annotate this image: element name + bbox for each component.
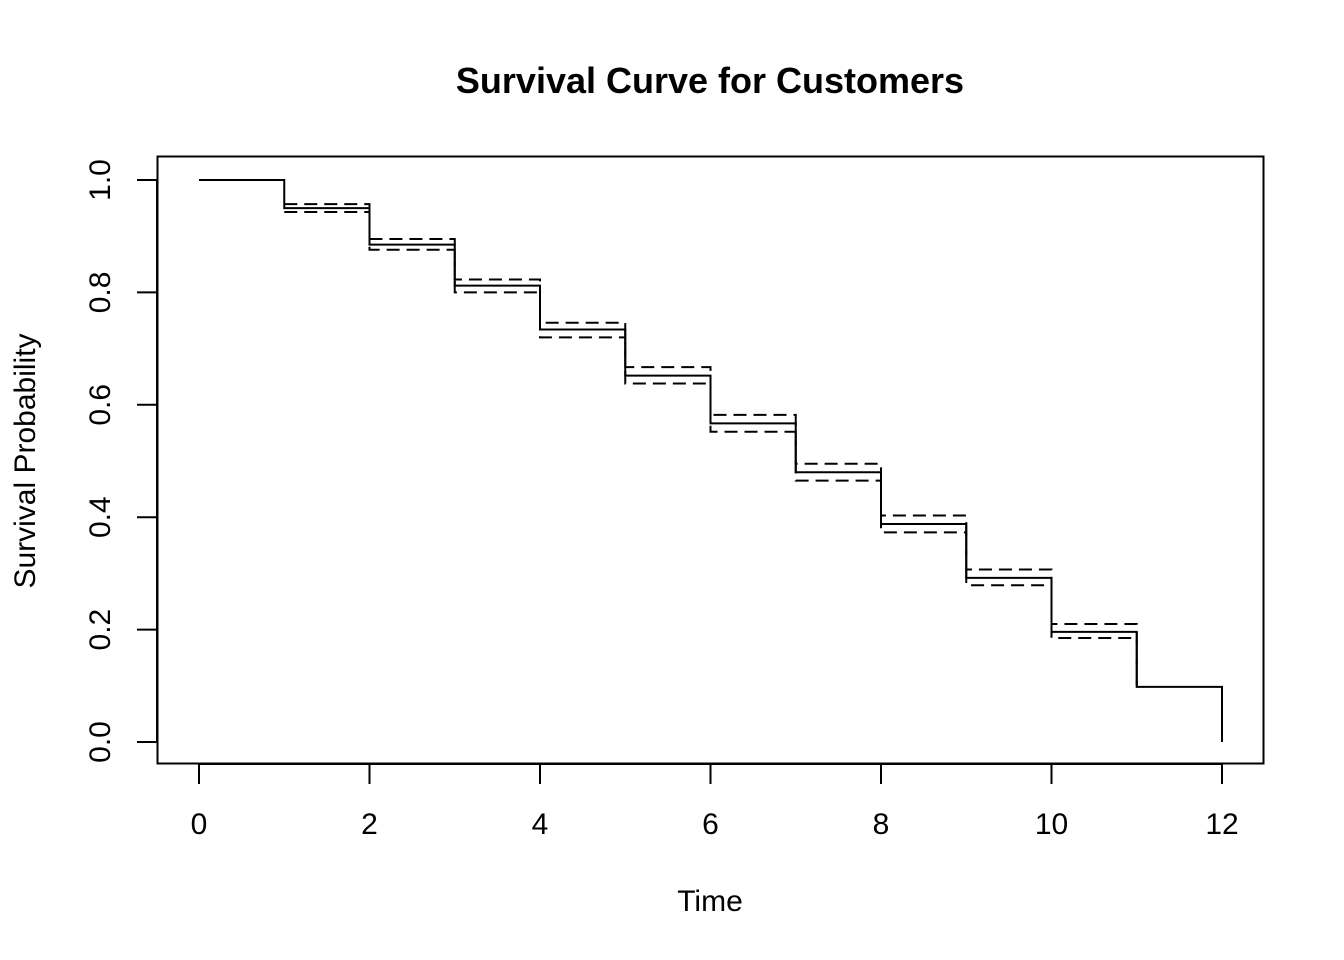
x-axis-label: Time <box>677 885 743 918</box>
x-tick-label: 4 <box>532 808 549 841</box>
y-tick-label: 1.0 <box>84 159 117 201</box>
confidence-band-line <box>284 211 1138 687</box>
x-axis: 0 2 4 6 8 10 12 <box>191 763 1239 841</box>
survival-estimate-line <box>199 179 1223 742</box>
y-tick-label: 0.4 <box>84 496 117 538</box>
y-tick-label: 0.8 <box>84 272 117 314</box>
x-tick-label: 6 <box>702 808 719 841</box>
confidence-band-line <box>284 203 1138 687</box>
x-tick-label: 8 <box>873 808 890 841</box>
series-layer <box>199 179 1223 742</box>
y-axis-label: Survival Probability <box>9 333 42 588</box>
y-tick-label: 0.0 <box>84 721 117 763</box>
plot-frame <box>156 155 1265 765</box>
chart-title: Survival Curve for Customers <box>456 60 964 101</box>
y-tick-label: 0.6 <box>84 384 117 426</box>
y-axis: 0.0 0.2 0.4 0.6 0.8 1.0 <box>84 159 158 763</box>
y-tick-label: 0.2 <box>84 609 117 651</box>
x-tick-label: 0 <box>191 808 208 841</box>
x-tick-label: 12 <box>1205 808 1238 841</box>
x-tick-label: 2 <box>361 808 378 841</box>
x-tick-label: 10 <box>1035 808 1068 841</box>
